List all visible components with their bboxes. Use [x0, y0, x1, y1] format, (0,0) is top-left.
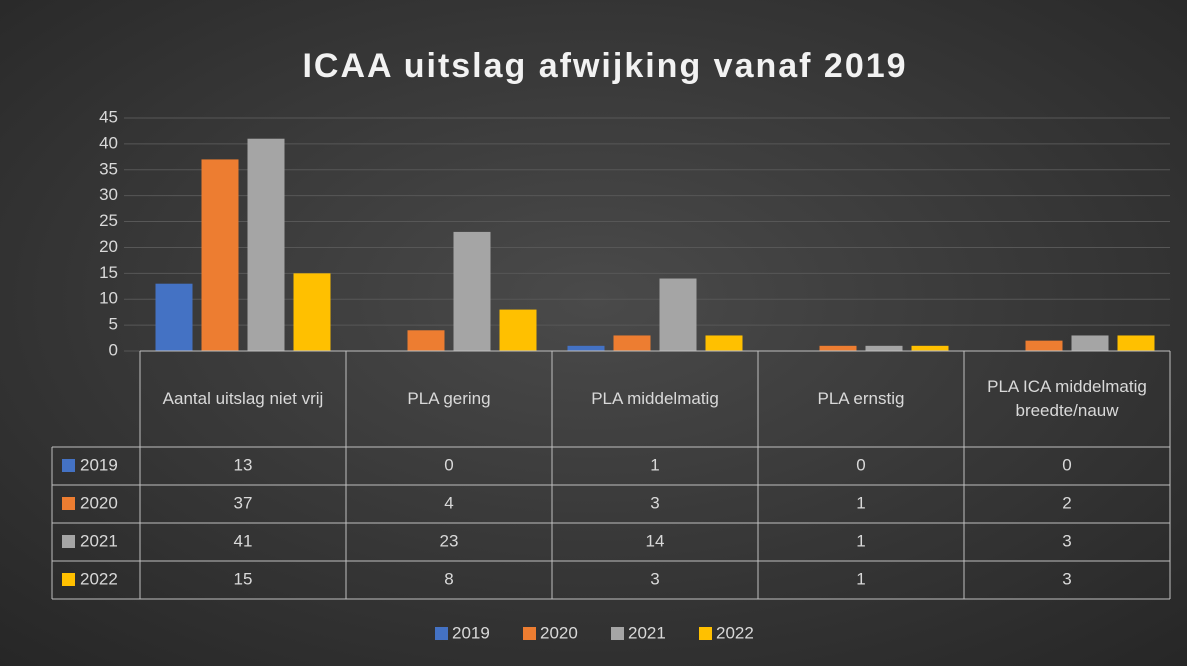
bar — [453, 231, 491, 351]
table-cell: 1 — [856, 493, 865, 512]
table-cell: 37 — [234, 493, 253, 512]
table-legend-key — [62, 497, 75, 510]
bar — [1025, 340, 1063, 351]
bar — [1071, 335, 1109, 351]
bar — [567, 345, 605, 351]
bar — [155, 283, 193, 351]
bar — [659, 278, 697, 351]
table-cell: 0 — [856, 455, 865, 474]
legend-label: 2022 — [716, 623, 754, 642]
y-tick-label: 5 — [109, 315, 118, 334]
bar — [865, 345, 903, 351]
table-cell: 8 — [444, 569, 453, 588]
category-label: Aantal uitslag niet vrij — [162, 389, 324, 408]
table-legend-key — [62, 573, 75, 586]
table-cell: 0 — [444, 455, 453, 474]
bar — [1117, 335, 1155, 351]
y-tick-label: 35 — [99, 159, 118, 178]
table-cell: 3 — [650, 493, 659, 512]
table-cell: 1 — [650, 455, 659, 474]
bar — [499, 309, 537, 351]
table-cell: 3 — [650, 569, 659, 588]
category-label: PLA gering — [407, 389, 491, 408]
table-cell: 1 — [856, 531, 865, 550]
bar — [247, 138, 285, 351]
bar — [407, 330, 445, 351]
table-cell: 4 — [444, 493, 453, 512]
table-cell: 3 — [1062, 569, 1071, 588]
table-cell: 2 — [1062, 493, 1071, 512]
y-tick-label: 0 — [109, 340, 118, 359]
bar — [613, 335, 651, 351]
table-series-name: 2021 — [80, 531, 118, 550]
table-legend-key — [62, 459, 75, 472]
table-cell: 1 — [856, 569, 865, 588]
bar — [911, 345, 949, 351]
table-cell: 41 — [234, 531, 253, 550]
bar — [293, 273, 331, 351]
table-cell: 0 — [1062, 455, 1071, 474]
table-series-name: 2019 — [80, 455, 118, 474]
y-tick-label: 20 — [99, 237, 118, 256]
y-tick-label: 45 — [99, 107, 118, 126]
y-tick-label: 25 — [99, 211, 118, 230]
bar — [819, 345, 857, 351]
table-series-name: 2022 — [80, 569, 118, 588]
table-cell: 13 — [234, 455, 253, 474]
table-cell: 3 — [1062, 531, 1071, 550]
table-cell: 15 — [234, 569, 253, 588]
chart-title: ICAA uitslag afwijking vanaf 2019 — [302, 47, 907, 85]
legend-key — [435, 627, 448, 640]
table-series-name: 2020 — [80, 493, 118, 512]
legend-key — [699, 627, 712, 640]
table-cell: 23 — [440, 531, 459, 550]
legend-key — [611, 627, 624, 640]
table-cell: 14 — [646, 531, 665, 550]
legend-key — [523, 627, 536, 640]
y-tick-label: 10 — [99, 289, 118, 308]
legend-label: 2019 — [452, 623, 490, 642]
legend-label: 2020 — [540, 623, 578, 642]
bar — [201, 159, 239, 351]
category-label: PLA middelmatig — [591, 389, 719, 408]
y-tick-label: 30 — [99, 185, 118, 204]
category-label: PLA ernstig — [817, 389, 905, 408]
table-legend-key — [62, 535, 75, 548]
category-label: PLA ICA middelmatig breedte/nauw — [987, 377, 1147, 420]
legend-label: 2021 — [628, 623, 666, 642]
y-tick-label: 15 — [99, 263, 118, 282]
bar — [705, 335, 743, 351]
y-tick-label: 40 — [99, 133, 118, 152]
